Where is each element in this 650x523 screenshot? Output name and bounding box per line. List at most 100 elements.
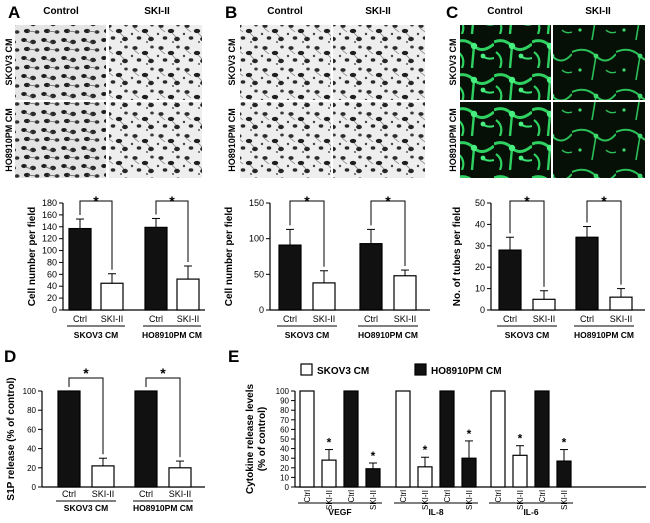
- significance-star: *: [371, 449, 376, 463]
- y-tick-label: 70: [280, 416, 289, 425]
- column-header-ski-ii: SKI-II: [365, 6, 391, 17]
- y-axis-label: Cell number per field: [224, 207, 235, 306]
- bar-treated: [393, 275, 417, 311]
- y-tick-label: 0: [52, 305, 57, 315]
- chart-c: 0 10 20 30 40 50 No. of tubes per field Ctrl SKI…: [452, 193, 645, 340]
- bar-treated: [299, 390, 315, 488]
- y-tick-label: 80: [280, 406, 289, 415]
- y-tick-label: 0: [32, 483, 37, 492]
- x-category-label: SKI-II: [92, 489, 115, 499]
- panel-letter-e: E: [228, 347, 239, 366]
- x-category-label: SKI-II: [533, 314, 556, 324]
- y-tick-label: 50: [254, 269, 264, 279]
- x-category-label: SKI-II: [610, 314, 633, 324]
- bar-ctrl: [461, 457, 477, 488]
- y-tick-label: 40: [27, 445, 36, 454]
- x-category-label: SKI-II: [325, 490, 334, 510]
- x-category-label: Ctrl: [443, 490, 452, 503]
- significance-bracket: [586, 200, 622, 285]
- y-tick-label: 50: [280, 435, 289, 444]
- y-tick-label: 150: [249, 198, 264, 208]
- significance-star: *: [518, 432, 523, 446]
- y-axis-label: Cell number per field: [27, 207, 38, 306]
- significance-star: *: [562, 436, 567, 450]
- x-group-label: SKOV3 CM: [505, 330, 549, 340]
- bar-treated: [395, 390, 411, 488]
- y-tick-label: 50: [475, 198, 485, 208]
- x-category-label: Ctrl: [73, 314, 87, 324]
- bar-ctrl: [359, 243, 383, 311]
- x-category-label: Ctrl: [62, 489, 76, 499]
- x-group-label: IL-8: [428, 507, 443, 517]
- y-tick-label: 30: [280, 454, 289, 463]
- panel-letter-c: C: [446, 3, 458, 22]
- x-group-label: SKOV3 CM: [64, 503, 108, 513]
- significance-bracket: [145, 377, 181, 458]
- y-tick-label: 0: [285, 483, 290, 492]
- significance-star: *: [83, 365, 89, 381]
- significance-star: *: [467, 427, 472, 441]
- y-tick-label: 60: [280, 425, 289, 434]
- x-category-label: Ctrl: [580, 314, 594, 324]
- y-tick-label: 80: [27, 406, 36, 415]
- significance-star: *: [169, 193, 175, 209]
- bar-treated: [490, 390, 506, 488]
- column-header-ski-ii: SKI-II: [144, 6, 170, 17]
- micrograph-b-ho8910pm-ski-ii: [333, 102, 425, 178]
- x-category-label: SKI-II: [169, 489, 192, 499]
- bar-treated: [512, 454, 528, 488]
- x-category-label: Ctrl: [303, 490, 312, 503]
- bar-ctrl: [134, 390, 158, 488]
- bar-ctrl: [278, 244, 302, 311]
- x-group-label: HO8910PM CM: [574, 330, 634, 340]
- x-category-label: SKI-II: [560, 490, 569, 510]
- micrograph-a-ho8910pm-ski-ii: [109, 102, 202, 178]
- y-tick-label: 10: [280, 473, 289, 482]
- significance-star: *: [93, 193, 99, 209]
- panel-a: A Control SKI-II SKOV3 CM HO8910PM CM 0 2…: [4, 3, 205, 340]
- y-tick-label: 0: [259, 305, 264, 315]
- x-category-label: SKI-II: [369, 490, 378, 510]
- micrograph-a-skov3-control: [15, 25, 106, 100]
- x-category-label: Ctrl: [149, 314, 163, 324]
- y-tick-label: 30: [475, 241, 485, 251]
- significance-bracket: [68, 377, 104, 455]
- y-tick-label: 100: [42, 246, 57, 256]
- fluorescence-c-skov3-ski-ii: [553, 25, 645, 100]
- bar-ctrl: [556, 460, 572, 488]
- y-tick-label: 60: [47, 269, 57, 279]
- y-tick-label: 20: [27, 464, 36, 473]
- significance-bracket: [79, 200, 113, 270]
- bar-ctrl: [365, 468, 381, 488]
- x-category-label: SKI-II: [313, 314, 336, 324]
- micrograph-a-skov3-ski-ii: [109, 25, 202, 100]
- row-label-skov3: SKOV3 CM: [448, 38, 458, 85]
- bar-ctrl: [439, 390, 455, 488]
- panel-letter-d: D: [4, 347, 16, 366]
- row-label-skov3: SKOV3 CM: [4, 38, 14, 85]
- y-tick-label: 80: [47, 257, 57, 267]
- y-tick-label: 10: [475, 284, 485, 294]
- micrograph-b-skov3-ski-ii: [333, 25, 425, 100]
- y-tick-label: 100: [276, 387, 290, 396]
- significance-star: *: [423, 443, 428, 457]
- significance-star: *: [304, 193, 310, 209]
- fluorescence-c-skov3-control: [460, 25, 551, 100]
- x-group-label: HO8910PM CM: [133, 503, 193, 513]
- significance-bracket: [370, 200, 406, 267]
- x-category-label: Ctrl: [503, 314, 517, 324]
- x-group-label: SKOV3 CM: [285, 330, 329, 340]
- legend-label: HO8910PM CM: [431, 366, 502, 377]
- x-category-label: Ctrl: [347, 490, 356, 503]
- chart-d: 0 20 40 60 80 100 S1P release (% of control) Ct…: [6, 365, 205, 513]
- bar-ctrl: [534, 390, 550, 488]
- column-header-control: Control: [487, 6, 523, 17]
- bar-treated: [168, 467, 192, 488]
- x-category-label: Ctrl: [494, 490, 503, 503]
- bar-ctrl: [498, 249, 522, 311]
- y-tick-label: 180: [42, 198, 57, 208]
- significance-bracket: [289, 200, 325, 267]
